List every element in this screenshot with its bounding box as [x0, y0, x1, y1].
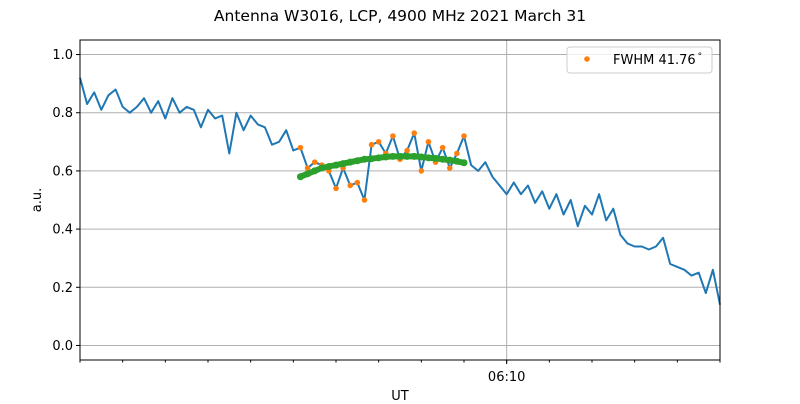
data-point	[347, 182, 354, 189]
data-point	[354, 179, 361, 186]
data-point	[403, 152, 411, 160]
data-point	[353, 157, 361, 165]
data-point	[410, 152, 418, 160]
data-point	[375, 154, 383, 162]
data-point	[390, 133, 396, 139]
data-point	[332, 161, 340, 169]
data-point	[454, 150, 460, 157]
y-tick-label: 0.6	[52, 164, 73, 179]
data-point	[396, 152, 404, 160]
series-line	[79, 77, 721, 305]
data-point	[446, 165, 453, 171]
y-axis-label: a.u.	[30, 188, 45, 212]
data-point	[325, 163, 333, 171]
data-point	[296, 173, 304, 181]
data-point	[304, 165, 311, 171]
data-point	[361, 197, 368, 203]
y-tick-label: 0.2	[52, 281, 73, 296]
data-point	[425, 139, 432, 145]
grid	[80, 40, 720, 360]
data-point	[368, 155, 376, 163]
axes: 0.0 0.2 0.4 0.6 0.8 1.0 06:10	[52, 48, 721, 385]
data-point	[411, 130, 418, 136]
data-point	[404, 147, 410, 154]
data-point	[368, 141, 375, 148]
y-tick-label: 1.0	[52, 48, 73, 63]
legend-box	[566, 46, 713, 74]
x-axis-label: UT	[391, 389, 409, 400]
data-point	[311, 167, 319, 175]
data-point	[389, 152, 397, 160]
data-point	[346, 158, 354, 166]
data-point	[339, 160, 347, 168]
y-tick-label: 0.4	[52, 223, 73, 238]
data-point	[375, 139, 382, 145]
x-tick-label: 06:10	[488, 370, 525, 385]
data-point	[304, 170, 312, 178]
data-point	[461, 133, 467, 139]
data-point	[382, 153, 390, 161]
data-point	[460, 159, 468, 167]
series-2	[296, 152, 468, 181]
data-point	[453, 157, 461, 165]
legend: FWHM 41.76 °	[566, 46, 713, 74]
data-point	[439, 144, 446, 151]
data-point	[318, 164, 326, 172]
data-point	[418, 168, 425, 174]
legend-marker-orange	[584, 56, 590, 62]
legend-label: FWHM 41.76 °	[613, 52, 702, 68]
series-0	[79, 77, 721, 305]
data-point	[424, 154, 432, 162]
plot-frame	[79, 39, 721, 361]
data-point	[360, 155, 368, 163]
chart-title: Antenna W3016, LCP, 4900 MHz 2021 March …	[214, 7, 586, 25]
data-point	[311, 159, 318, 165]
data-point	[333, 185, 339, 192]
data-point	[432, 154, 440, 162]
series-layer	[79, 77, 721, 305]
y-tick-label: 0.0	[52, 339, 73, 354]
data-point	[417, 153, 425, 161]
data-point	[439, 155, 447, 163]
y-tick-label: 0.8	[52, 106, 73, 121]
data-point	[297, 144, 304, 151]
data-point	[446, 156, 454, 164]
